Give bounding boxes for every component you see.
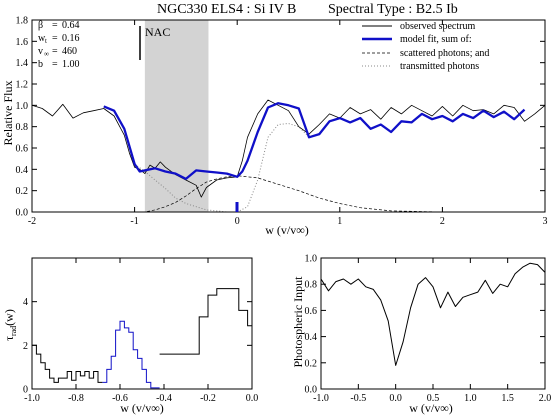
photo-xtick-label: 1.5 <box>501 393 514 404</box>
main-ticks: -2 -1 0 1 2 3 0.0 0.2 0.4 0.6 0.8 1.0 1.2 1.4 1.6 1.8 <box>16 16 548 228</box>
spectral-type: Spectral Type : B2.5 Ib <box>328 2 458 17</box>
param-wt-name: w <box>38 33 46 44</box>
main-xtick-label: -1 <box>130 216 138 227</box>
tau-xtick-label: -0.6 <box>112 393 128 404</box>
photo-ylabel: Photospheric Input <box>291 276 305 368</box>
photo-xtick-label: -0.5 <box>350 393 366 404</box>
tau-series-group <box>32 288 252 389</box>
tau-step-black <box>32 344 103 383</box>
param-b-eq: = <box>52 59 58 70</box>
main-ytick-label: 1.8 <box>16 16 29 27</box>
tau-xtick-label: -0.2 <box>200 393 216 404</box>
main-ytick-label: 1.2 <box>16 80 29 91</box>
param-wt-value: 0.16 <box>62 33 80 44</box>
legend-label-scattered: scattered photons; and <box>400 48 489 59</box>
param-b-name: b <box>38 59 43 70</box>
legend-label-observed: observed spectrum <box>400 21 475 32</box>
parameter-block: β = 0.64 w t = 0.16 v ∞ = 460 b = 1.00 <box>38 20 80 70</box>
photo-ytick-label: 0.2 <box>305 358 318 369</box>
main-xtick-label: 0 <box>235 216 240 227</box>
tau-panel: -1.0 -0.8 -0.6 -0.4 -0.2 0.0 0 2 4 τrad(w) w (v/… <box>2 257 258 415</box>
photo-xtick-label: 2.0 <box>539 393 552 404</box>
main-ytick-label: 1.0 <box>16 101 29 112</box>
photo-ticks: -1.0 -0.5 0.0 0.5 1.0 1.5 2.0 0.0 0.2 0.4 0.6 0.8 1.… <box>305 254 552 405</box>
main-ytick-label: 1.6 <box>16 37 29 48</box>
photospheric-input-line <box>320 262 546 366</box>
main-series-group <box>31 99 546 213</box>
photo-xtick-label: 0.5 <box>427 393 440 404</box>
param-beta-eq: = <box>52 20 58 31</box>
main-ylabel: Relative Flux <box>1 81 15 146</box>
series-dashed <box>32 175 545 213</box>
legend-label-transmitted: transmitted photons <box>400 61 479 72</box>
tau-ytick-label: 2 <box>23 341 28 352</box>
main-xlabel: w (v/v∞) <box>265 223 309 237</box>
photo-xtick-label: 1.0 <box>464 393 477 404</box>
tau-ytick-label: 0 <box>23 385 28 396</box>
param-beta-name: β <box>38 20 43 31</box>
photo-ytick-label: 0.0 <box>305 385 318 396</box>
param-vinf-sub: ∞ <box>44 50 49 58</box>
tau-xlabel: w (v/v∞) <box>120 401 164 415</box>
photo-plot-frame <box>320 257 546 390</box>
main-ytick-label: 0.4 <box>16 165 29 176</box>
tau-ylabel-sub: rad <box>9 326 18 336</box>
param-wt-sub: t <box>45 37 47 45</box>
main-ytick-label: 0.8 <box>16 122 29 133</box>
tau-ylabel: τrad(w) <box>2 309 18 341</box>
photo-xlabel: w (v/v∞) <box>409 401 453 415</box>
photo-ytick-label: 1.0 <box>305 254 318 265</box>
main-xtick-label: 3 <box>543 216 548 227</box>
tau-xtick-label: -1.0 <box>24 393 40 404</box>
tau-ticks: -1.0 -0.8 -0.6 -0.4 -0.2 0.0 0 2 4 <box>23 258 258 404</box>
photo-xtick-label: -1.0 <box>313 393 329 404</box>
param-b-value: 1.00 <box>62 59 80 70</box>
photo-ytick-label: 0.6 <box>305 306 318 317</box>
tau-plot-frame <box>31 257 253 390</box>
legend-label-model: model fit, sum of: <box>400 34 472 45</box>
tau-ytick-label: 4 <box>23 297 28 308</box>
legend: observed spectrum model fit, sum of: sca… <box>362 21 489 72</box>
photo-xtick-label: 0.0 <box>389 393 402 404</box>
figure-title: NGC330 ELS4 : Si IV B <box>157 2 296 17</box>
tau-step-black <box>159 288 252 355</box>
main-ytick-label: 0.0 <box>16 208 29 219</box>
main-ytick-label: 1.4 <box>16 58 29 69</box>
tau-ylabel-arg: (w) <box>2 309 16 326</box>
main-ytick-label: 0.2 <box>16 186 29 197</box>
series-dotted <box>103 105 310 213</box>
param-vinf-eq: = <box>52 46 58 57</box>
series-solid-thick-blue <box>103 102 526 181</box>
main-plot-frame <box>31 19 546 213</box>
tau-xtick-label: -0.4 <box>156 393 172 404</box>
photospheric-panel: -1.0 -0.5 0.0 0.5 1.0 1.5 2.0 0.0 0.2 0.4 0.6 0.8 1.… <box>291 254 551 416</box>
tau-step-blue <box>102 320 160 389</box>
main-ytick-label: 0.6 <box>16 144 29 155</box>
photo-ytick-label: 0.8 <box>305 280 318 291</box>
param-wt-eq: = <box>52 33 58 44</box>
param-beta-value: 0.64 <box>62 20 80 31</box>
main-xtick-label: 1 <box>337 216 342 227</box>
tau-ylabel-tau: τ <box>2 336 16 341</box>
series-solid-thin <box>31 99 546 198</box>
param-vinf-name: v <box>38 46 43 57</box>
tau-xtick-label: 0.0 <box>246 393 259 404</box>
tau-xtick-label: -0.8 <box>68 393 84 404</box>
photo-series-group <box>320 262 546 366</box>
nac-label: NAC <box>145 25 170 39</box>
main-spectrum-panel: -2 -1 0 1 2 3 0.0 0.2 0.4 0.6 0.8 1.0 1.2 1.4 1.6 1.8 R… <box>1 16 548 238</box>
nac-shaded-region <box>144 20 209 212</box>
main-xtick-label: 2 <box>440 216 445 227</box>
param-vinf-value: 460 <box>62 46 77 57</box>
photo-ytick-label: 0.4 <box>305 332 318 343</box>
main-xtick-label: -2 <box>28 216 36 227</box>
